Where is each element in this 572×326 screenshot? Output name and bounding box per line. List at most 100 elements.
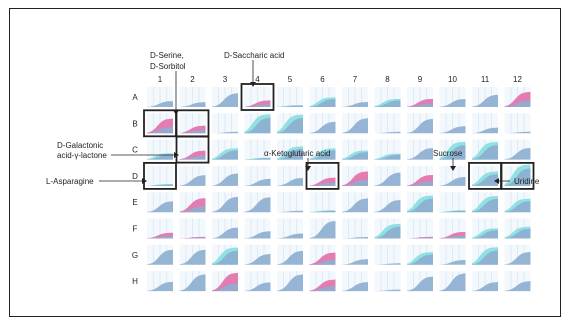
well-C6 [309, 139, 336, 160]
label-saccharic-acid: D-Saccharic acid [224, 51, 284, 60]
saccharic-arrowhead [250, 82, 256, 87]
well-A12 [504, 87, 531, 107]
well-A9 [407, 87, 433, 107]
label-galactonic-line1: D-Galactonic [57, 141, 103, 150]
well-A8 [374, 87, 401, 107]
well-B7 [342, 113, 368, 134]
well-F7 [342, 218, 368, 239]
well-H6 [309, 271, 336, 292]
well-C11 [472, 139, 498, 160]
well-E4 [244, 192, 271, 213]
well-H12 [504, 271, 531, 292]
well-A6 [309, 87, 336, 107]
well-G4 [244, 244, 271, 265]
well-D2 [179, 165, 206, 186]
highlight-box [175, 135, 210, 164]
well-G10 [439, 244, 466, 265]
well-H10 [439, 271, 466, 292]
well-H4 [244, 271, 271, 292]
well-D1 [143, 161, 177, 190]
well-B8 [374, 113, 401, 134]
label-galactonic-line2: acid-γ-lactone [57, 151, 107, 160]
well-D5 [277, 165, 303, 186]
well-H2 [179, 271, 206, 292]
well-B6 [309, 113, 336, 134]
column-label: 7 [353, 75, 358, 84]
well-H11 [472, 271, 498, 292]
well-A3 [212, 87, 238, 107]
row-label: E [132, 198, 137, 207]
well-B11 [472, 113, 498, 134]
well-A2 [179, 87, 206, 107]
well-F1 [147, 218, 173, 239]
well-E3 [212, 192, 238, 213]
well-G3 [212, 244, 238, 265]
well-C8 [374, 139, 401, 160]
highlight-box [240, 83, 275, 111]
well-C4 [244, 139, 271, 160]
highlight-box [143, 161, 177, 190]
well-G9 [407, 244, 433, 265]
well-D3 [212, 165, 238, 186]
well-E8 [374, 192, 401, 213]
well-F11 [472, 218, 498, 239]
well-D8 [374, 165, 401, 186]
well-H3 [212, 271, 238, 292]
column-label: 12 [513, 75, 522, 84]
column-label: 1 [158, 75, 163, 84]
row-label: F [133, 225, 138, 234]
well-A1 [147, 87, 173, 107]
sucrose-arrowhead [450, 166, 456, 171]
galactonic-arrowhead [174, 152, 179, 158]
row-labels: A B C D E F G H [132, 93, 138, 286]
well-C2 [175, 135, 210, 164]
well-B3 [212, 113, 238, 134]
well-D11 [468, 161, 502, 190]
well-E6 [309, 192, 336, 213]
well-H9 [407, 271, 433, 292]
well-E5 [277, 192, 303, 213]
well-E10 [439, 192, 466, 213]
label-serine-line1: D-Serine, [150, 51, 184, 60]
well-G1 [147, 244, 173, 265]
well-F9 [407, 218, 433, 239]
figure-border [9, 8, 561, 317]
well-A5 [277, 87, 303, 107]
well-F4 [244, 218, 271, 239]
column-label: 8 [385, 75, 390, 84]
well-B1 [143, 109, 177, 138]
wells [143, 83, 535, 292]
well-G5 [277, 244, 303, 265]
well-H5 [277, 271, 303, 292]
well-G11 [472, 244, 498, 265]
well-A7 [342, 87, 368, 107]
well-E12 [504, 192, 531, 213]
well-F10 [439, 218, 466, 239]
uridine-arrowhead [494, 178, 499, 184]
well-E11 [472, 192, 498, 213]
well-D10 [439, 165, 466, 186]
row-label: A [132, 93, 138, 102]
well-F3 [212, 218, 238, 239]
row-label: G [132, 251, 138, 260]
well-G8 [374, 244, 401, 265]
well-B9 [407, 113, 433, 134]
well-F2 [179, 218, 206, 239]
annotations: D-Serine, D-Sorbitol D-Saccharic acid D-… [46, 51, 540, 186]
well-F8 [374, 218, 401, 239]
well-C12 [504, 139, 531, 160]
well-C7 [342, 139, 368, 160]
ketoglutaric-arrowhead [305, 166, 311, 171]
well-B4 [244, 113, 271, 134]
well-D9 [407, 165, 433, 186]
label-uridine: Uridine [514, 177, 540, 186]
row-label: D [132, 172, 138, 181]
well-F5 [277, 218, 303, 239]
column-label: 3 [223, 75, 228, 84]
asparagine-arrowhead [142, 178, 147, 184]
well-F6 [309, 218, 336, 239]
well-C10 [439, 139, 466, 160]
row-label: B [132, 119, 137, 128]
well-C1 [147, 139, 173, 160]
